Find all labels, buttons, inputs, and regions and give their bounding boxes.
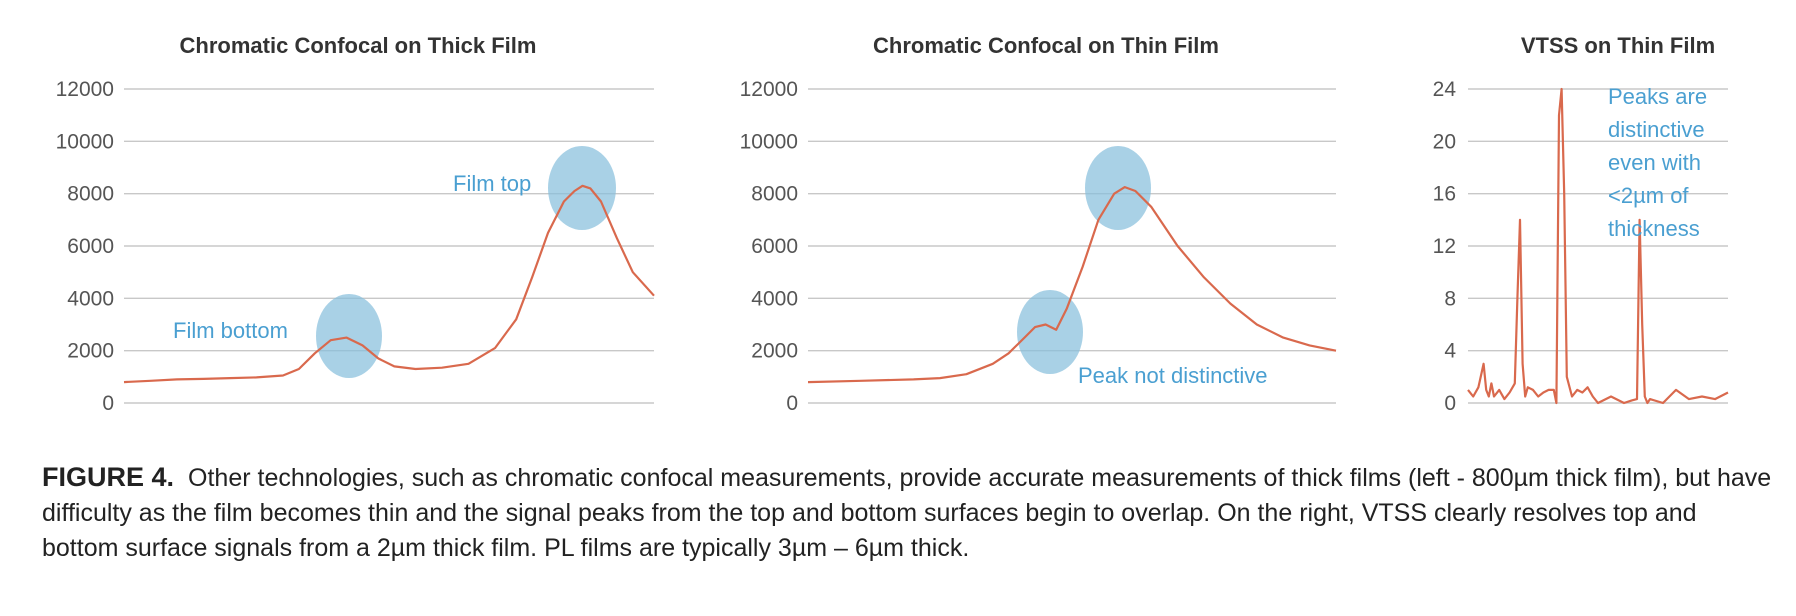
chart-thin-film: Chromatic Confocal on Thin Film 0 2000 400…: [740, 33, 1337, 415]
y-tick-label: 12000: [740, 78, 798, 101]
y-tick-label: 24: [1433, 78, 1457, 101]
y-tick-label: 8000: [751, 183, 798, 206]
chart-title: Chromatic Confocal on Thick Film: [180, 33, 537, 58]
peaks-note-line: even with: [1608, 150, 1701, 175]
peaks-note-line: <2µm of: [1608, 183, 1689, 208]
peak-not-distinctive-label: Peak not distinctive: [1078, 363, 1268, 388]
y-tick-label: 2000: [751, 340, 798, 363]
figure-label: FIGURE 4.: [42, 462, 175, 492]
y-tick-label: 0: [1444, 392, 1456, 415]
y-tick-label: 8: [1444, 287, 1456, 310]
y-tick-label: 0: [786, 392, 798, 415]
chart-thick-film: Chromatic Confocal on Thick Film 0 2000 40…: [56, 33, 655, 415]
series-line: [807, 186, 1337, 384]
series-line: [1467, 87, 1729, 405]
peaks-note: Peaks are distinctive even with <2µm of …: [1608, 84, 1707, 241]
y-tick-label: 10000: [56, 130, 114, 153]
y-tick-label: 4000: [751, 287, 798, 310]
chart-vtss-thin-film: VTSS on Thin Film 0 4 8 12 16 20 24 Peaks are …: [1433, 33, 1729, 415]
series-line: [123, 184, 655, 384]
chart-title: Chromatic Confocal on Thin Film: [873, 33, 1219, 58]
main-peak-highlight: [1085, 146, 1151, 230]
figure-caption: FIGURE 4. Other technologies, such as chr…: [42, 460, 1772, 566]
y-tick-label: 4000: [67, 287, 114, 310]
y-tick-label: 10000: [740, 130, 798, 153]
y-tick-label: 12: [1433, 235, 1456, 258]
film-top-label: Film top: [453, 171, 531, 196]
peaks-note-line: thickness: [1608, 216, 1700, 241]
y-tick-label: 6000: [67, 235, 114, 258]
chart-title: VTSS on Thin Film: [1521, 33, 1715, 58]
y-tick-label: 16: [1433, 183, 1456, 206]
y-tick-label: 12000: [56, 78, 114, 101]
figure-charts: Chromatic Confocal on Thick Film 0200040…: [56, 33, 1729, 415]
merged-peak-highlight: [1017, 290, 1083, 374]
film-bottom-highlight: [316, 294, 382, 378]
y-tick-label: 4: [1444, 340, 1456, 363]
caption-text: Other technologies, such as chromatic co…: [42, 464, 1772, 562]
peaks-note-line: Peaks are: [1608, 84, 1707, 109]
y-tick-label: 20: [1433, 130, 1456, 153]
film-bottom-label: Film bottom: [173, 318, 288, 343]
y-tick-label: 0: [102, 392, 114, 415]
y-tick-label: 8000: [67, 183, 114, 206]
y-tick-label: 2000: [67, 340, 114, 363]
y-tick-label: 6000: [751, 235, 798, 258]
peaks-note-line: distinctive: [1608, 117, 1705, 142]
film-top-highlight: [548, 146, 616, 230]
